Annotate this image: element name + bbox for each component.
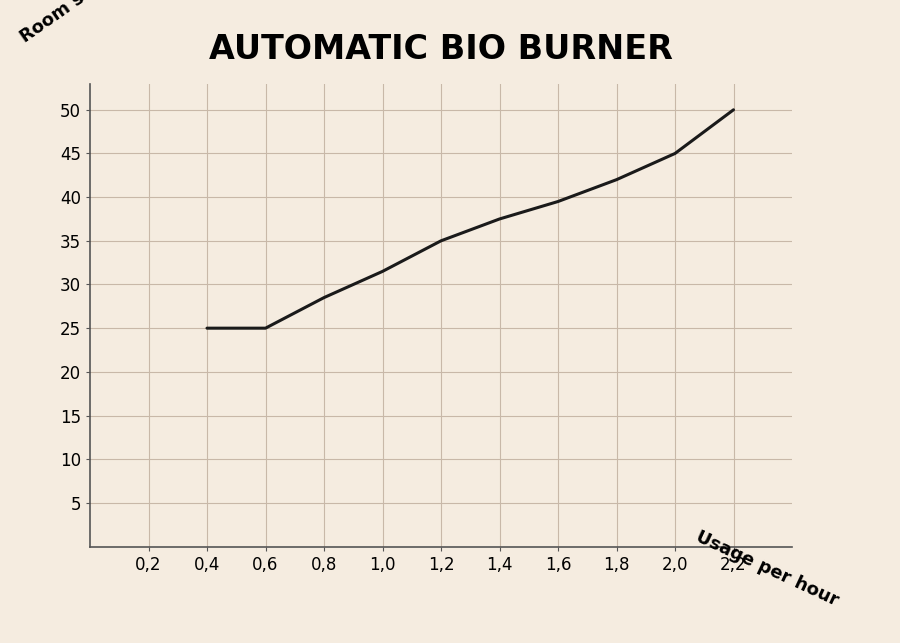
Text: Room size in m²: Room size in m² [16,0,158,46]
Text: Usage per hour: Usage per hour [693,527,842,609]
Title: AUTOMATIC BIO BURNER: AUTOMATIC BIO BURNER [209,33,673,66]
